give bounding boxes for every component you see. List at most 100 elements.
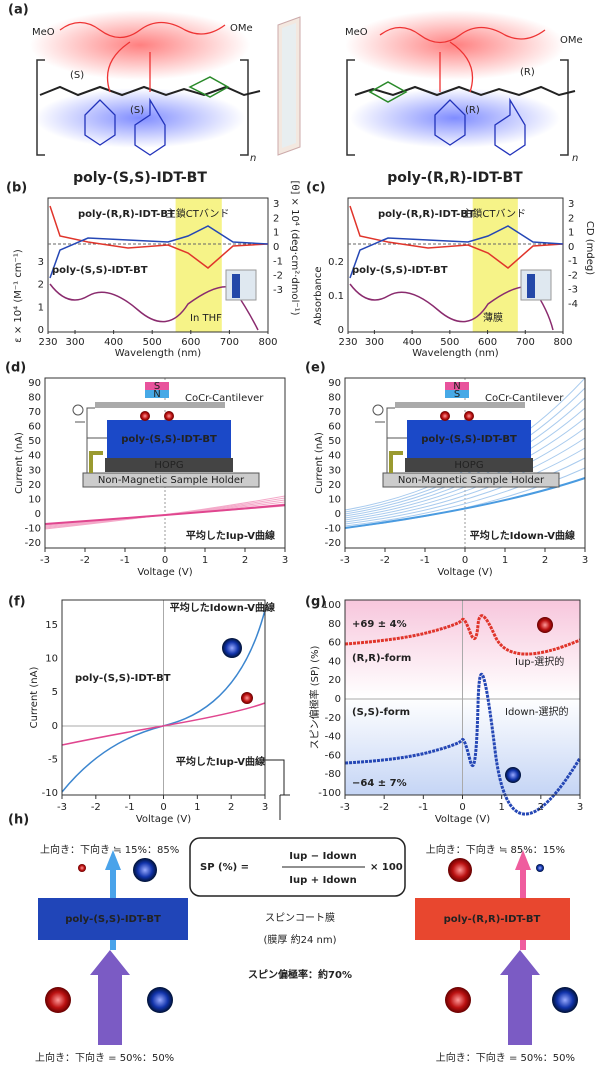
- y-tick-label: 0.1: [328, 291, 344, 302]
- y-tick-label: 50: [328, 436, 341, 447]
- label: (R,R)-form: [352, 653, 411, 664]
- label: HOPG: [154, 460, 183, 471]
- y-tick-label: 70: [28, 407, 41, 418]
- spin: [464, 411, 474, 421]
- x-tick-label: 3: [577, 802, 583, 813]
- x-tick-label: 300: [65, 337, 84, 348]
- y-tick-label: 0: [338, 325, 344, 336]
- y-tick-label: 2: [38, 280, 44, 291]
- x-tick-label: 0: [462, 555, 468, 566]
- y-tick-label: -2: [568, 270, 578, 281]
- y-tick-label: 70: [328, 407, 341, 418]
- y2-axis-label: CD (mdeg): [584, 221, 595, 275]
- x-tick-label: 400: [104, 337, 123, 348]
- label: poly-(S,S)-IDT-BT: [52, 265, 148, 276]
- y-tick-label: 15: [45, 620, 58, 631]
- x-tick-label: 600: [478, 337, 497, 348]
- y-tick-label: 2: [568, 213, 574, 224]
- label: Voltage (V): [435, 814, 490, 825]
- x-tick-label: 2: [228, 802, 234, 813]
- y-tick-label: 1: [273, 228, 279, 239]
- x-tick-label: -2: [379, 802, 389, 813]
- y-axis-label: スピン偏極率 (SP) (%): [308, 645, 321, 749]
- y-tick-label: 40: [28, 451, 41, 462]
- label: (d): [5, 361, 26, 376]
- x-tick-label: 230: [338, 337, 357, 348]
- y-tick-label: 2: [273, 213, 279, 224]
- label: n: [250, 153, 256, 164]
- label: CoCr-Cantilever: [185, 393, 264, 404]
- y-tick-label: 90: [28, 378, 41, 389]
- y-tick-label: 100: [322, 600, 341, 611]
- y-tick-label: 0: [38, 325, 44, 336]
- y-tick-label: -80: [325, 769, 341, 780]
- spin: [537, 617, 553, 633]
- label: poly-(S,S)-IDT-BT: [75, 673, 171, 684]
- label: MeO: [32, 27, 55, 38]
- y-tick-label: 0: [273, 242, 279, 253]
- y-tick-label: 0: [35, 509, 41, 520]
- x-tick-label: 2: [538, 802, 544, 813]
- y-tick-label: 20: [28, 480, 41, 491]
- label: OMe: [560, 35, 583, 46]
- label: (S,S)-form: [352, 707, 410, 718]
- y-tick-label: 60: [328, 422, 341, 433]
- label: poly-(S,S)-IDT-BT: [421, 434, 517, 445]
- x-tick-label: 1: [498, 802, 504, 813]
- y-tick-label: 1: [568, 228, 574, 239]
- y-tick-label: 30: [28, 465, 41, 476]
- spin: [140, 411, 150, 421]
- label: (S): [130, 105, 144, 116]
- label: HOPG: [454, 460, 483, 471]
- label: Wavelength (nm): [115, 348, 201, 359]
- y-axis-label: Current (nA): [314, 432, 325, 494]
- label: Iup-選択的: [515, 655, 564, 668]
- label: Voltage (V): [437, 567, 492, 578]
- y-tick-label: 50: [28, 436, 41, 447]
- label: 平均したIup-V曲線: [186, 529, 275, 542]
- y-tick-label: -3: [568, 285, 578, 296]
- y-tick-label: -2: [273, 271, 283, 282]
- x-tick-label: 3: [262, 802, 268, 813]
- label: OMe: [230, 23, 253, 34]
- y-tick-label: 3: [568, 199, 574, 210]
- y-tick-label: -10: [325, 523, 341, 534]
- y-tick-label: 80: [328, 619, 341, 630]
- label: 平均したIup-V曲線: [176, 755, 265, 768]
- x-tick-label: -3: [340, 802, 350, 813]
- label: (a): [8, 3, 29, 18]
- y-axis-label: ε × 10⁴ (M⁻¹ cm⁻¹): [13, 249, 24, 343]
- y-tick-label: 80: [28, 393, 41, 404]
- x-tick-label: -2: [91, 802, 101, 813]
- label: スピンコート膜: [265, 912, 335, 924]
- label: (c): [306, 181, 326, 196]
- y-tick-label: -10: [42, 788, 58, 799]
- label: +69 ± 4%: [352, 619, 407, 630]
- label: poly-(R,R)-IDT-BT: [444, 914, 541, 925]
- y-tick-label: -20: [25, 538, 41, 549]
- ammeter: [373, 405, 383, 415]
- x-tick-label: -1: [418, 802, 428, 813]
- label: Voltage (V): [137, 567, 192, 578]
- label: poly-(S,S)-IDT-BT: [121, 434, 217, 445]
- y-tick-label: 80: [328, 393, 341, 404]
- y-tick-label: -100: [318, 788, 341, 799]
- y-tick-label: -3: [273, 285, 283, 296]
- spin: [164, 411, 174, 421]
- label: N: [153, 389, 160, 400]
- vial: [232, 274, 240, 298]
- y-axis-label: Current (nA): [29, 667, 40, 729]
- x-tick-label: 1: [194, 802, 200, 813]
- x-tick-label: -3: [57, 802, 67, 813]
- label: 薄膜: [483, 311, 503, 324]
- label: 上向き：下向き = 50%：50%: [35, 1051, 174, 1064]
- label: スピン偏極率：約70%: [248, 968, 352, 981]
- y-tick-label: 10: [45, 654, 58, 665]
- label: 平均したIdown-V曲線: [470, 529, 575, 542]
- x-tick-label: -1: [120, 555, 130, 566]
- label: (e): [305, 361, 326, 376]
- y-tick-label: 30: [328, 465, 341, 476]
- label: 平均したIdown-V曲線: [170, 601, 275, 614]
- y-tick-label: 10: [328, 494, 341, 505]
- label: poly-(R,R)-IDT-BT: [387, 170, 523, 186]
